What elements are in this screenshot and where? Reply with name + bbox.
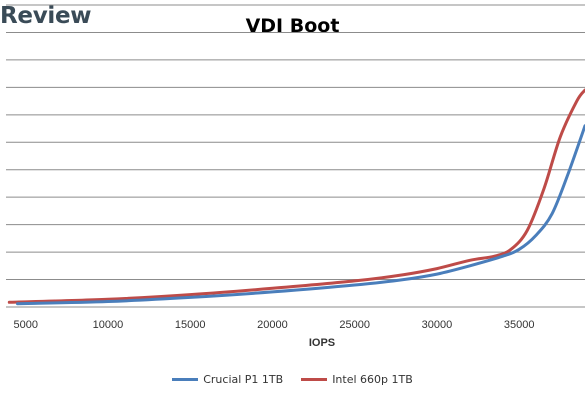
legend-label-series-0: Crucial P1 1TB	[203, 373, 284, 386]
x-tick-label-2: 15000	[175, 319, 206, 331]
chart-title: VDI Boot	[245, 15, 340, 37]
x-tick-label-0: 5000	[13, 319, 37, 331]
gridlines	[6, 4, 585, 281]
x-tick-label-4: 25000	[339, 319, 370, 331]
legend-item-series-0: Crucial P1 1TB	[172, 373, 283, 386]
legend-item-series-1: Intel 660p 1TB	[301, 373, 413, 386]
series-lines	[7, 88, 585, 306]
x-tick-label-6: 35000	[504, 319, 535, 331]
series-line-1	[7, 88, 585, 304]
x-axis-label: IOPS	[308, 337, 336, 349]
legend-swatch-series-0	[172, 378, 199, 381]
series-line-0	[16, 124, 585, 306]
legend-swatch-series-1	[301, 378, 328, 381]
x-tick-label-1: 10000	[93, 319, 124, 331]
legend: Crucial P1 1TB Intel 660p 1TB	[0, 373, 585, 386]
x-tick-label-3: 20000	[257, 319, 288, 331]
x-tick-label-5: 30000	[422, 319, 453, 331]
legend-label-series-1: Intel 660p 1TB	[332, 373, 413, 386]
x-tick-labels: 5000 10000 15000 20000 25000 30000 35000	[13, 319, 534, 331]
watermark-logo-text: Review	[0, 3, 92, 29]
